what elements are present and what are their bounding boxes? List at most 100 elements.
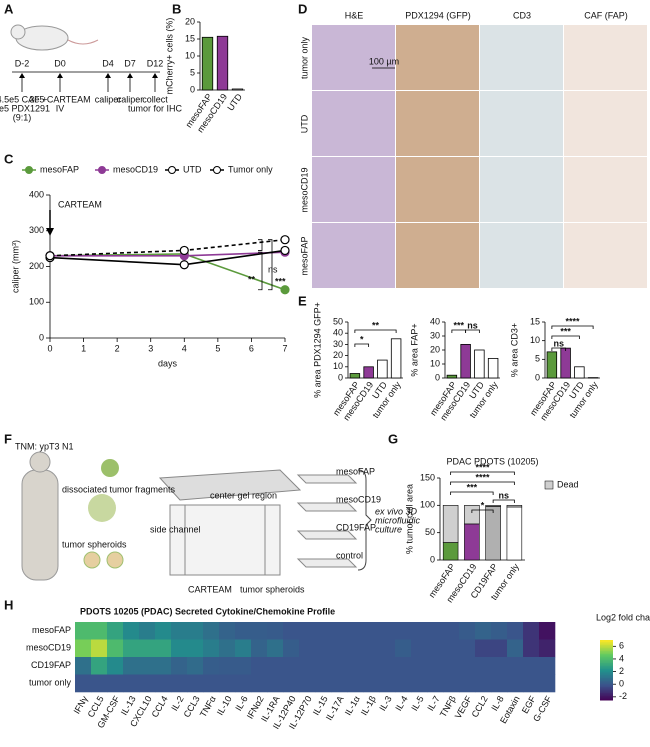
heatmap-cell [219, 639, 236, 658]
condition-label: CD19FAP [336, 522, 376, 532]
y-tick-label: 200 [29, 261, 44, 271]
heatmap-cell [331, 674, 348, 693]
x-tick-label: 2 [115, 343, 120, 353]
heatmap-cell [443, 674, 460, 693]
heatmap-cell [267, 639, 284, 658]
timeline-event: 3e5 CARTEAM [29, 94, 90, 104]
heatmap-cell [299, 622, 316, 640]
timeline-day: D0 [54, 58, 66, 68]
colorbar-segment [600, 653, 613, 656]
heatmap-cell [331, 622, 348, 640]
heatmap-cell [187, 657, 204, 675]
heatmap-cell [491, 674, 508, 693]
ihc-image [564, 157, 647, 222]
significance-bracket [450, 481, 515, 485]
bar-segment [464, 505, 480, 525]
heatmap-cell [251, 674, 268, 693]
heatmap-cell [283, 674, 300, 693]
significance-label: ns [467, 320, 478, 330]
heatmap-cell [123, 657, 140, 675]
y-axis-label: % area FAP+ [409, 323, 419, 376]
heatmap-cell [427, 674, 444, 693]
bar [546, 351, 558, 379]
colorbar-segment [600, 685, 613, 687]
y-tick-label: 50 [425, 527, 435, 537]
y-tick-label: 0 [435, 372, 440, 382]
colorbar-segment [600, 695, 613, 698]
ihc-image [480, 223, 563, 288]
row-label: mesoFAP [32, 625, 71, 635]
timeline-event: caliper [117, 94, 144, 104]
x-axis-label: days [158, 358, 178, 368]
significance-label: **** [565, 316, 580, 326]
heatmap-cell [91, 639, 108, 658]
bar [560, 347, 571, 379]
column-label: IL-5 [409, 694, 425, 712]
ihc-column-header: CAF (FAP) [584, 10, 628, 20]
colorbar-tick-label: 0 [619, 679, 624, 689]
heatmap-cell [155, 622, 172, 640]
heatmap-cell [443, 657, 460, 675]
timeline-day: D4 [102, 58, 114, 68]
heatmap-cell [539, 622, 556, 640]
heatmap-cell [475, 639, 492, 658]
heatmap-cell [171, 657, 188, 675]
x-tick-label: 0 [47, 343, 52, 353]
y-tick-label: 20 [430, 344, 440, 354]
y-tick-label: 30 [430, 330, 440, 340]
heatmap-cell [523, 622, 540, 640]
heatmap-cell [347, 657, 364, 675]
y-tick-label: 400 [29, 189, 44, 199]
heatmap-cell [235, 639, 252, 658]
heatmap-cell [171, 622, 188, 640]
ihc-image [396, 91, 479, 156]
heatmap-cell [491, 622, 508, 640]
heatmap-cell [123, 639, 140, 658]
panel-label: B [172, 1, 181, 16]
significance-label: * [360, 334, 364, 344]
chart-title: PDAC PDOTS (10205) [446, 456, 538, 466]
significance-bracket [258, 239, 273, 291]
heatmap-cell [427, 622, 444, 640]
ihc-row-label: UTD [299, 114, 309, 133]
column-label: CCL2 [470, 694, 490, 719]
heatmap-cell [315, 657, 332, 675]
colorbar-segment [600, 659, 613, 662]
schematic [21, 451, 372, 581]
heatmap-cell [91, 622, 108, 640]
heatmap-cell [411, 622, 428, 640]
x-tick-label: 1 [81, 343, 86, 353]
ihc-image [312, 91, 395, 156]
ihc-image [564, 25, 647, 90]
colorbar-segment [600, 673, 613, 675]
legend-marker [213, 166, 221, 174]
timeline-day: D7 [124, 58, 136, 68]
series-marker [179, 245, 189, 256]
x-tick-label: 3 [148, 343, 153, 353]
column-label: IL-3 [377, 694, 393, 712]
step-label: tumor spheroids [62, 539, 127, 549]
legend-label: mesoFAP [40, 164, 79, 174]
heatmap-cell [107, 657, 124, 675]
heatmap-cell [347, 622, 364, 640]
heatmap-cell [523, 639, 540, 658]
heatmap-cell [155, 639, 172, 658]
x-tick-label: 5 [215, 343, 220, 353]
ihc-row-label: mesoCD19 [299, 167, 309, 212]
bar [487, 357, 499, 379]
heatmap-cell [491, 639, 508, 658]
ihc-image [480, 25, 563, 90]
heatmap-cell [411, 657, 428, 675]
heatmap-cell [267, 674, 284, 693]
arrow-head [19, 73, 25, 78]
panel-label: F [4, 431, 12, 446]
heatmap-cell [363, 674, 380, 693]
significance-label: * [481, 500, 485, 510]
colorbar-tick-label: 4 [619, 653, 624, 663]
ihc-image [312, 157, 395, 222]
column-label: IL-1β [359, 694, 378, 717]
arrow-head [152, 73, 158, 78]
heatmap-cell [475, 674, 492, 693]
row-label: tumor only [29, 678, 72, 688]
annotation: CARTEAM [58, 199, 102, 209]
